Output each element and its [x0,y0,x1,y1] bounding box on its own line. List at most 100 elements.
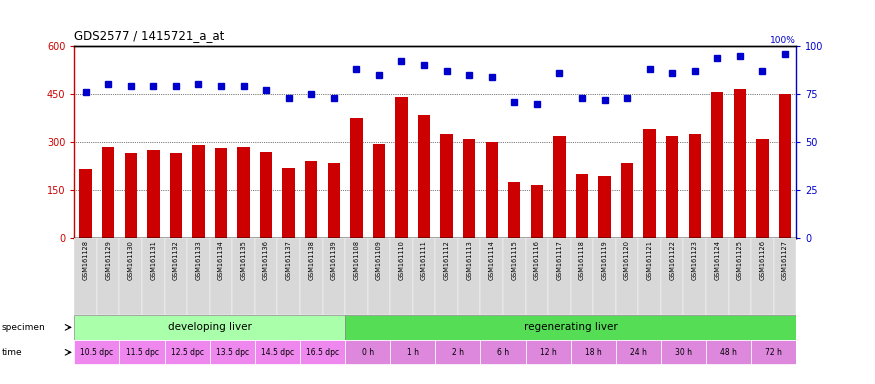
Bar [756,139,768,238]
Bar [396,97,408,238]
FancyBboxPatch shape [232,238,255,315]
FancyBboxPatch shape [187,238,210,315]
FancyBboxPatch shape [639,238,661,315]
FancyBboxPatch shape [706,238,729,315]
FancyBboxPatch shape [120,340,164,364]
FancyBboxPatch shape [97,238,120,315]
Bar [350,118,362,238]
Bar [102,147,115,238]
FancyBboxPatch shape [345,238,368,315]
Bar [779,94,791,238]
Bar [192,145,205,238]
Text: GSM161132: GSM161132 [173,240,178,280]
Bar [711,93,724,238]
FancyBboxPatch shape [345,315,796,340]
Text: developing liver: developing liver [168,322,252,333]
Bar [508,182,521,238]
Text: GSM161133: GSM161133 [195,240,201,280]
FancyBboxPatch shape [300,340,345,364]
FancyBboxPatch shape [570,238,593,315]
FancyBboxPatch shape [413,238,436,315]
Text: GSM161137: GSM161137 [285,240,291,280]
Bar [666,136,678,238]
Bar [418,115,430,238]
Text: 1 h: 1 h [407,348,419,357]
Text: GSM161111: GSM161111 [421,240,427,280]
Text: GSM161139: GSM161139 [331,240,337,280]
Text: GSM161119: GSM161119 [601,240,607,280]
FancyBboxPatch shape [255,238,277,315]
Text: GSM161127: GSM161127 [782,240,788,280]
Text: GSM161128: GSM161128 [82,240,88,280]
Bar [553,136,565,238]
FancyBboxPatch shape [593,238,616,315]
FancyBboxPatch shape [526,340,570,364]
Text: 11.5 dpc: 11.5 dpc [125,348,158,357]
Text: GSM161109: GSM161109 [376,240,382,280]
FancyBboxPatch shape [661,340,706,364]
FancyBboxPatch shape [210,238,232,315]
FancyBboxPatch shape [277,238,300,315]
Text: 72 h: 72 h [766,348,782,357]
Bar [373,144,385,238]
Bar [147,150,159,238]
Text: 100%: 100% [770,36,796,45]
Bar [621,163,634,238]
FancyBboxPatch shape [616,340,661,364]
Text: time: time [2,348,23,357]
FancyBboxPatch shape [164,238,187,315]
Text: 2 h: 2 h [452,348,464,357]
Text: GSM161112: GSM161112 [444,240,450,280]
Text: 30 h: 30 h [675,348,692,357]
FancyBboxPatch shape [436,238,458,315]
Text: 18 h: 18 h [584,348,602,357]
Bar [237,147,249,238]
Bar [440,134,452,238]
Bar [327,163,340,238]
Text: GSM161113: GSM161113 [466,240,472,280]
Bar [733,89,746,238]
Text: GSM161134: GSM161134 [218,240,224,280]
FancyBboxPatch shape [142,238,164,315]
Bar [463,139,475,238]
FancyBboxPatch shape [323,238,345,315]
FancyBboxPatch shape [526,238,548,315]
Text: GSM161131: GSM161131 [150,240,157,280]
Bar [486,142,498,238]
Bar [305,161,318,238]
FancyBboxPatch shape [616,238,639,315]
FancyBboxPatch shape [164,340,210,364]
Text: 24 h: 24 h [630,348,647,357]
FancyBboxPatch shape [436,340,480,364]
FancyBboxPatch shape [74,238,97,315]
FancyBboxPatch shape [74,340,120,364]
Text: GSM161129: GSM161129 [105,240,111,280]
Bar [124,153,137,238]
FancyBboxPatch shape [300,238,323,315]
FancyBboxPatch shape [683,238,706,315]
Text: GSM161108: GSM161108 [354,240,360,280]
FancyBboxPatch shape [751,238,774,315]
Text: GSM161116: GSM161116 [534,240,540,280]
Bar [260,152,272,238]
Text: GSM161121: GSM161121 [647,240,653,280]
Text: GSM161115: GSM161115 [511,240,517,280]
Text: 16.5 dpc: 16.5 dpc [306,348,340,357]
Text: GSM161126: GSM161126 [760,240,766,280]
FancyBboxPatch shape [548,238,570,315]
Text: GSM161136: GSM161136 [263,240,270,280]
FancyBboxPatch shape [774,238,796,315]
Text: 12.5 dpc: 12.5 dpc [171,348,204,357]
Text: specimen: specimen [2,323,45,332]
Text: GSM161114: GSM161114 [489,240,494,280]
Text: GSM161117: GSM161117 [556,240,563,280]
Text: GSM161118: GSM161118 [579,240,585,280]
FancyBboxPatch shape [255,340,300,364]
FancyBboxPatch shape [729,238,751,315]
FancyBboxPatch shape [210,340,255,364]
Text: GSM161124: GSM161124 [714,240,720,280]
Text: 6 h: 6 h [497,348,509,357]
FancyBboxPatch shape [661,238,683,315]
Bar [170,153,182,238]
Text: GSM161135: GSM161135 [241,240,247,280]
